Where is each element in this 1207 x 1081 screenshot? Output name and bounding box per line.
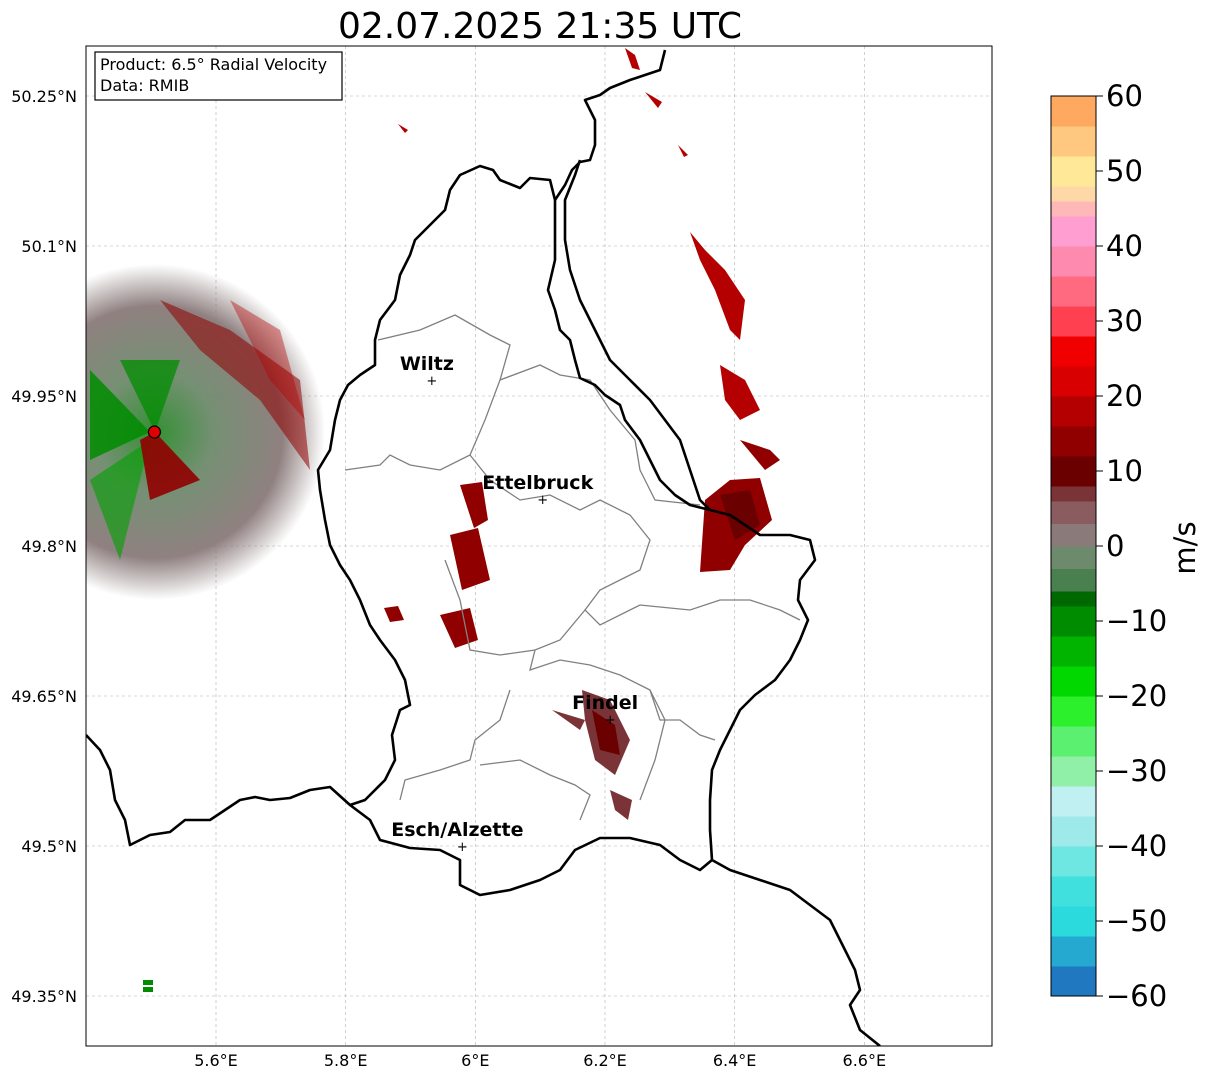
colorbar-band-20 bbox=[1051, 426, 1096, 457]
country-borders bbox=[86, 49, 881, 1046]
colorbar-tick-label-5: 10 bbox=[1106, 454, 1143, 488]
colorbar-tick-label-4: 20 bbox=[1106, 379, 1143, 413]
colorbar-tick-label-9: −30 bbox=[1106, 754, 1167, 788]
colorbar: 60 50 40 30 20 10 0 −10 −20 −30 −40 −50 −60 m/s bbox=[1050, 79, 1202, 1013]
colorbar-band-0 bbox=[1051, 966, 1096, 997]
colorbar-unit-label: m/s bbox=[1168, 521, 1202, 574]
colorbar-band-5 bbox=[1051, 816, 1096, 847]
canton-boundaries bbox=[344, 314, 801, 821]
city-label-esch-alzette: Esch/Alzette bbox=[391, 819, 523, 841]
lat-tick-label-5: 49.5°N bbox=[21, 837, 77, 856]
city-marker-esch-alzette: + bbox=[457, 840, 468, 855]
echo-findel-cell bbox=[552, 690, 632, 820]
colorbar-band-17 bbox=[1051, 501, 1096, 524]
colorbar-band-32 bbox=[1051, 96, 1096, 127]
colorbar-band-26 bbox=[1051, 246, 1096, 277]
colorbar-band-22 bbox=[1051, 366, 1096, 397]
latitude-tick-labels: 50.25°N 50.1°N 49.95°N 49.8°N 49.65°N 49.5°N 4… bbox=[11, 87, 77, 1006]
city-label-findel: Findel bbox=[572, 692, 638, 714]
colorbar-band-12 bbox=[1051, 606, 1096, 637]
city-marker-wiltz: + bbox=[426, 374, 437, 389]
colorbar-tick-label-6: 0 bbox=[1106, 529, 1124, 563]
lon-tick-label-3: 6.2°E bbox=[583, 1051, 627, 1070]
colorbar-band-3 bbox=[1051, 876, 1096, 907]
figure-title: 02.07.2025 21:35 UTC bbox=[338, 6, 742, 47]
colorbar-band-14 bbox=[1051, 568, 1096, 592]
city-label-wiltz: Wiltz bbox=[400, 353, 454, 375]
colorbar-tick-label-11: −50 bbox=[1106, 904, 1167, 938]
colorbar-band-24 bbox=[1051, 306, 1096, 337]
colorbar-band-30 bbox=[1051, 156, 1096, 187]
info-box: Product: 6.5° Radial Velocity Data: RMIB bbox=[94, 51, 343, 101]
colorbar-tick-label-3: 30 bbox=[1106, 304, 1143, 338]
colorbar-ticks: 60 50 40 30 20 10 0 −10 −20 −30 −40 −50 −60 bbox=[1096, 79, 1167, 1013]
lon-tick-label-1: 5.8°E bbox=[324, 1051, 368, 1070]
lon-tick-label-5: 6.6°E bbox=[843, 1051, 887, 1070]
colorbar-tick-label-8: −20 bbox=[1106, 679, 1167, 713]
colorbar-tick-label-0: 60 bbox=[1106, 79, 1143, 113]
colorbar-tick-label-2: 40 bbox=[1106, 229, 1143, 263]
colorbar-band-13 bbox=[1051, 591, 1096, 607]
colorbar-band-7 bbox=[1051, 756, 1096, 787]
city-layer: +Wiltz+Ettelbruck+Findel+Esch/Alzette bbox=[391, 353, 638, 855]
info-box-source: Data: RMIB bbox=[100, 76, 189, 95]
lat-tick-label-2: 49.95°N bbox=[11, 387, 77, 406]
map-panel: +Wiltz+Ettelbruck+Findel+Esch/Alzette Pr… bbox=[11, 45, 993, 1070]
longitude-tick-labels: 5.6°E 5.8°E 6°E 6.2°E 6.4°E 6.6°E bbox=[194, 1051, 886, 1070]
lon-tick-label-4: 6.4°E bbox=[713, 1051, 757, 1070]
colorbar-tick-label-10: −40 bbox=[1106, 829, 1167, 863]
echo-central-cell bbox=[384, 482, 490, 648]
radar-site-marker bbox=[147, 425, 162, 439]
colorbar-band-9 bbox=[1051, 696, 1096, 727]
lat-tick-label-6: 49.35°N bbox=[11, 987, 77, 1006]
info-box-frame bbox=[94, 51, 343, 101]
colorbar-band-15 bbox=[1051, 546, 1096, 569]
colorbar-band-1 bbox=[1051, 936, 1096, 967]
colorbar-band-11 bbox=[1051, 636, 1096, 667]
colorbar-band-8 bbox=[1051, 726, 1096, 757]
colorbar-band-25 bbox=[1051, 276, 1096, 307]
colorbar-band-10 bbox=[1051, 666, 1096, 697]
colorbar-band-2 bbox=[1051, 906, 1096, 937]
radar-echoes bbox=[86, 48, 780, 992]
echo-north-fragments bbox=[398, 48, 688, 157]
city-marker-findel: + bbox=[605, 713, 616, 728]
echo-far-sw bbox=[143, 980, 153, 992]
colorbar-tick-label-12: −60 bbox=[1106, 979, 1167, 1013]
colorbar-band-29 bbox=[1051, 186, 1096, 202]
lat-tick-label-0: 50.25°N bbox=[11, 87, 77, 106]
colorbar-band-18 bbox=[1051, 486, 1096, 502]
colorbar-band-27 bbox=[1051, 216, 1096, 247]
colorbar-bands bbox=[1051, 96, 1096, 997]
colorbar-band-19 bbox=[1051, 456, 1096, 487]
lon-tick-label-0: 5.6°E bbox=[194, 1051, 238, 1070]
colorbar-band-28 bbox=[1051, 201, 1096, 217]
colorbar-band-4 bbox=[1051, 846, 1096, 877]
city-label-ettelbruck: Ettelbruck bbox=[482, 472, 593, 494]
colorbar-band-16 bbox=[1051, 523, 1096, 547]
lat-tick-label-4: 49.65°N bbox=[11, 687, 77, 706]
radar-clutter-disc bbox=[86, 264, 325, 600]
colorbar-band-31 bbox=[1051, 126, 1096, 157]
colorbar-band-23 bbox=[1051, 336, 1096, 367]
lat-tick-label-1: 50.1°N bbox=[21, 237, 77, 256]
lat-tick-label-3: 49.8°N bbox=[21, 537, 77, 556]
colorbar-tick-label-7: −10 bbox=[1106, 604, 1167, 638]
city-marker-ettelbruck: + bbox=[537, 493, 548, 508]
colorbar-tick-label-1: 50 bbox=[1106, 154, 1143, 188]
map-frame bbox=[85, 45, 993, 1047]
colorbar-band-6 bbox=[1051, 786, 1096, 817]
lon-tick-label-2: 6°E bbox=[461, 1051, 489, 1070]
info-box-product: Product: 6.5° Radial Velocity bbox=[100, 55, 327, 74]
colorbar-band-21 bbox=[1051, 396, 1096, 427]
